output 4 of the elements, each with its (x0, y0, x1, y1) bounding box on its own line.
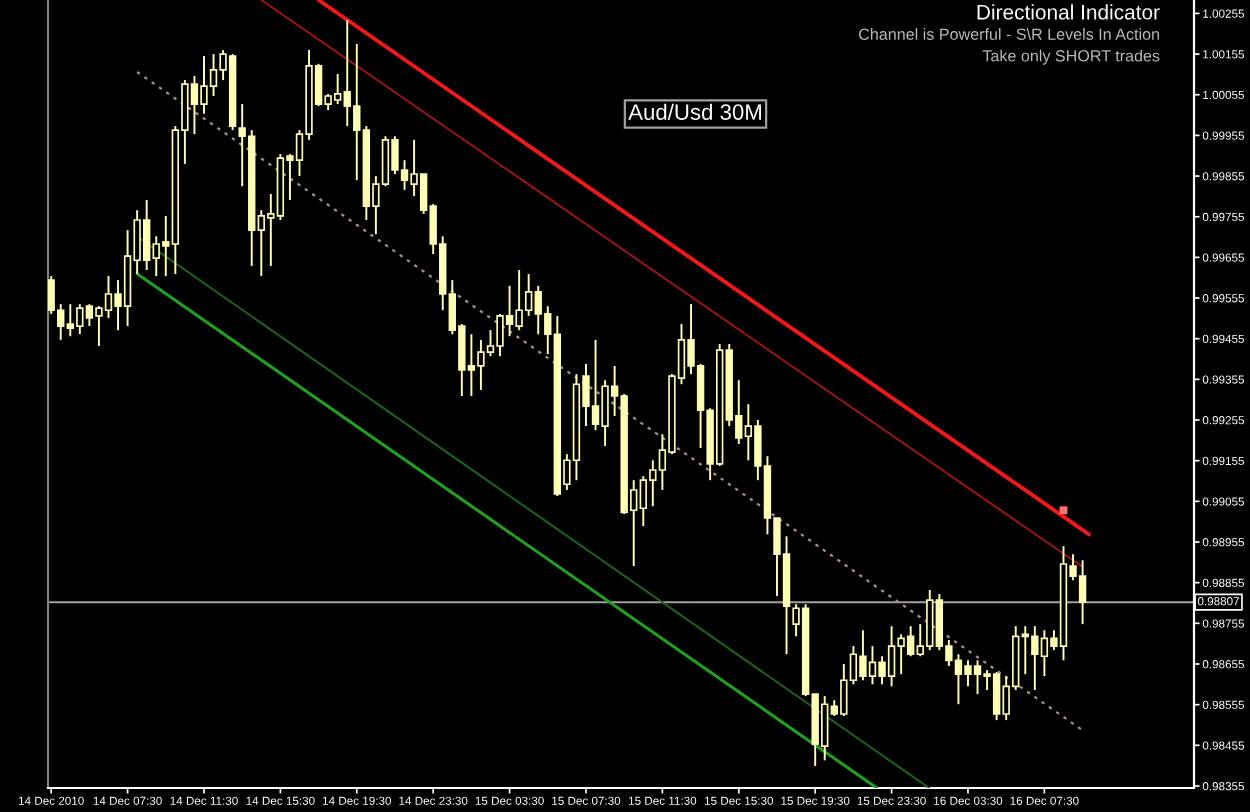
annotation: Directional Indicator (977, 4, 1160, 20)
annotation: Channel is Powerful - S\R Levels In Action (859, 28, 1159, 40)
text: Aud/Usd 30M (628, 103, 761, 120)
annotation: Take only SHORT trades (982, 49, 1160, 65)
